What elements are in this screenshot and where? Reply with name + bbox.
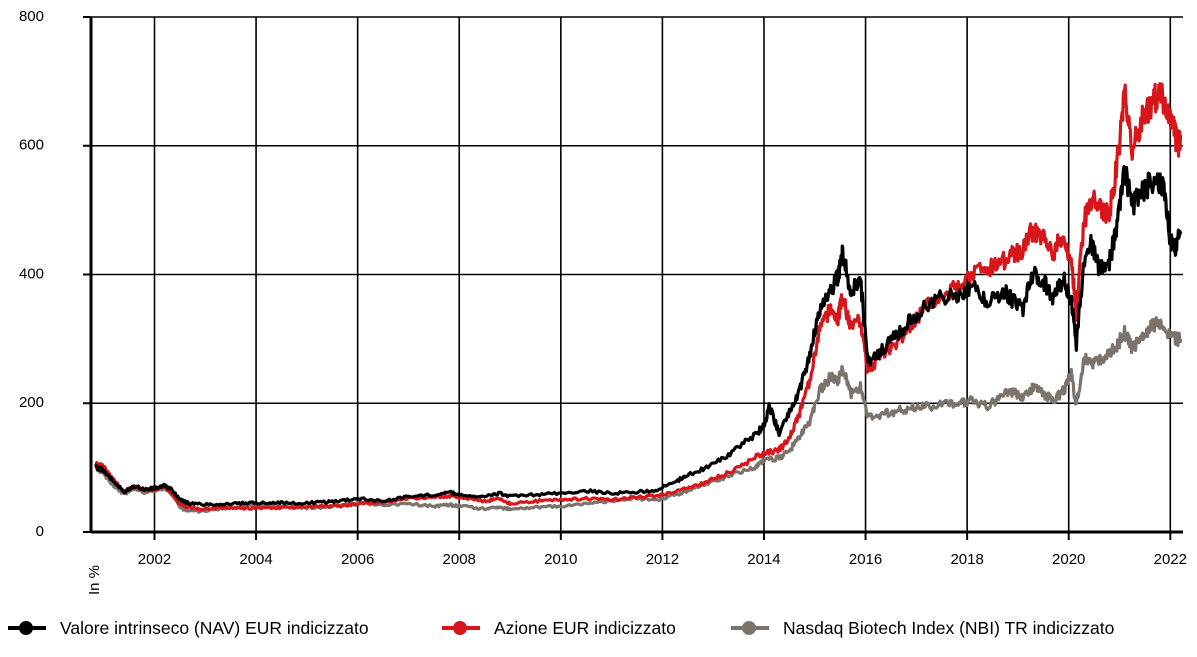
- line-chart: 0 200 400 600 800 2002 2004 2006 2008 2010 2012 201…: [19, 8, 1187, 595]
- legend-item: Valore intrinseco (NAV) EUR indicizzato: [8, 618, 369, 639]
- y-tick-label: 800: [19, 8, 44, 25]
- x-tick-label: 2004: [239, 551, 272, 568]
- legend-item: Nasdaq Biotech Index (NBI) TR indicizzat…: [731, 618, 1114, 639]
- x-tick-label: 2006: [341, 551, 374, 568]
- x-tick-label: 2020: [1052, 551, 1085, 568]
- x-tick-label: 2002: [138, 551, 171, 568]
- series-line: [94, 316, 1183, 514]
- legend-label: Valore intrinseco (NAV) EUR indicizzato: [60, 617, 369, 638]
- legend-label: Nasdaq Biotech Index (NBI) TR indicizzat…: [783, 617, 1115, 638]
- series-line: [94, 82, 1183, 512]
- x-tick-label: 2022: [1154, 551, 1187, 568]
- x-tick-label: 2016: [849, 551, 882, 568]
- x-tick-label: 2012: [646, 551, 679, 568]
- legend-swatch-dot: [742, 621, 756, 635]
- y-tick-label: 200: [19, 394, 44, 411]
- series-line: [94, 164, 1183, 508]
- x-tick-label: 2008: [443, 551, 476, 568]
- y-tick-label: 400: [19, 265, 44, 282]
- legend-swatch: [8, 621, 46, 635]
- y-tick-label: 0: [36, 523, 44, 540]
- legend-label: Azione EUR indicizzato: [494, 617, 676, 638]
- y-tick-label: 600: [19, 137, 44, 154]
- series-lines: [94, 82, 1183, 514]
- tick-labels: 0 200 400 600 800 2002 2004 2006 2008 2010 2012 201…: [19, 8, 1187, 568]
- grid-lines: [91, 16, 1183, 532]
- x-tick-label: 2010: [544, 551, 577, 568]
- legend-swatch: [731, 621, 769, 635]
- legend-swatch-dot: [453, 621, 467, 635]
- legend-item: Azione EUR indicizzato: [442, 618, 676, 639]
- x-tick-label: 2014: [747, 551, 780, 568]
- y-axis-unit-label: In %: [86, 565, 103, 595]
- legend-swatch-dot: [19, 621, 33, 635]
- legend-swatch: [442, 621, 480, 635]
- legend: Valore intrinseco (NAV) EUR indicizzato …: [0, 608, 1197, 648]
- axes: [83, 16, 1183, 540]
- x-tick-label: 2018: [950, 551, 983, 568]
